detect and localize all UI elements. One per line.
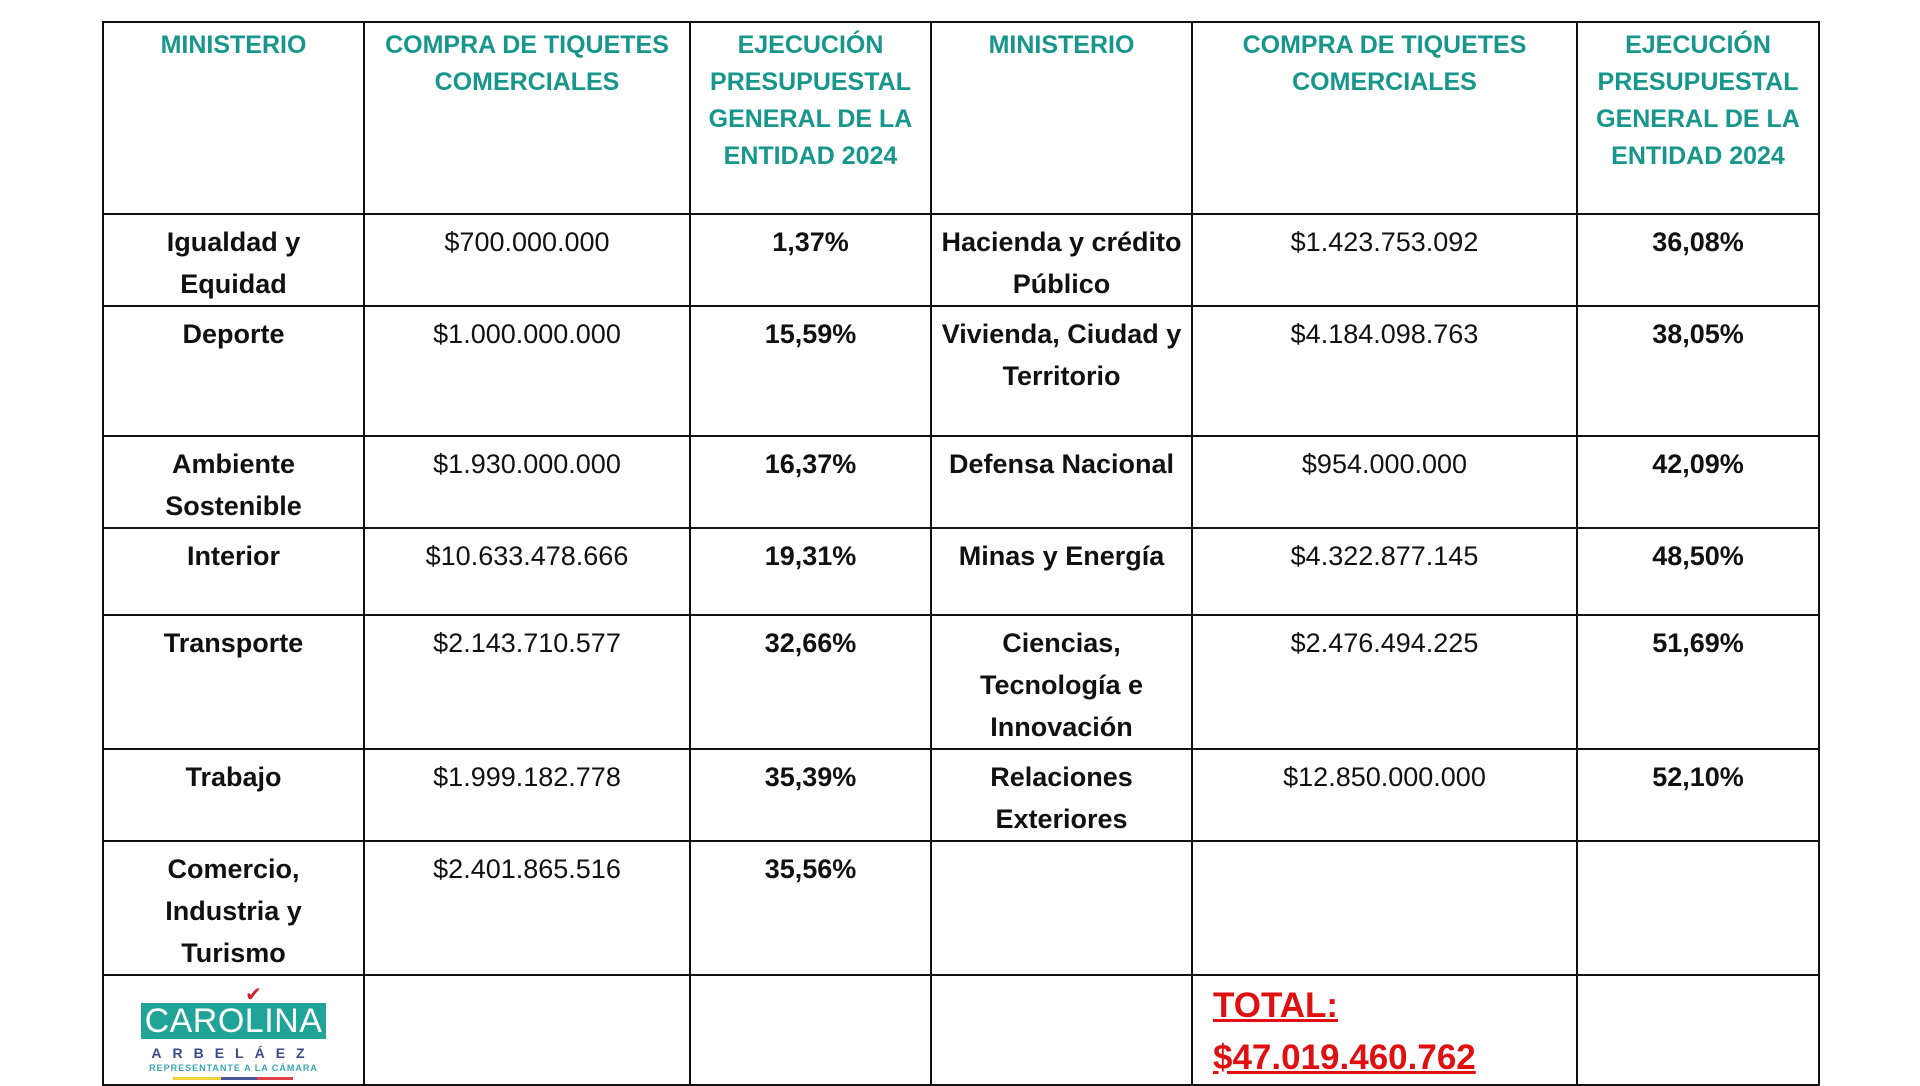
ministry-cell: Deporte [102,305,365,437]
amount-cell: $700.000.000 [363,213,691,307]
ministry-cell: Minas y Energía [930,527,1193,616]
table-row: Igualdad y Equidad $700.000.000 1,37% Hacie… [102,213,1820,307]
logo-surname: ARBELÁEZ [151,1045,316,1061]
budget-table: MINISTERIO COMPRA DE TIQUETES COMERCIALES… [102,21,1820,1086]
empty-cell [363,974,691,1086]
amount-cell [1191,840,1578,976]
amount-cell: $10.633.478.666 [363,527,691,616]
amount-cell: $2.401.865.516 [363,840,691,976]
empty-cell [1576,974,1820,1086]
amount-cell: $2.143.710.577 [363,614,691,750]
percentage-cell: 48,50% [1576,527,1820,616]
ministry-cell: Ambiente Sostenible [102,435,365,529]
footer-row: ✔ CAROLINA ARBELÁEZ REPRESENTANTE A LA C… [102,974,1820,1086]
ministry-cell: Vivienda, Ciudad y Territorio [930,305,1193,437]
amount-cell: $2.476.494.225 [1191,614,1578,750]
amount-cell: $12.850.000.000 [1191,748,1578,842]
percentage-cell: 42,09% [1576,435,1820,529]
total-cell: TOTAL: $47.019.460.762 [1191,974,1578,1086]
table-row: Transporte $2.143.710.577 32,66% Ciencias, … [102,614,1820,750]
percentage-cell: 35,39% [689,748,932,842]
table-row: Comercio, Industria y Turismo $2.401.865.… [102,840,1820,976]
checkmark-icon: ✔ [245,984,262,1006]
percentage-cell: 32,66% [689,614,932,750]
ministry-cell [930,840,1193,976]
percentage-cell: 19,31% [689,527,932,616]
total-value: $47.019.460.762 [1213,1038,1476,1077]
amount-cell: $1.999.182.778 [363,748,691,842]
ministry-cell: Hacienda y crédito Público [930,213,1193,307]
amount-cell: $1.930.000.000 [363,435,691,529]
ministry-cell: Interior [102,527,365,616]
empty-cell [689,974,932,1086]
carolina-arbelaez-logo: ✔ CAROLINA ARBELÁEZ REPRESENTANTE A LA C… [140,984,327,1080]
ministry-cell: Relaciones Exteriores [930,748,1193,842]
header-ticket-purchase-right: COMPRA DE TIQUETES COMERCIALES [1191,21,1578,215]
logo-cell: ✔ CAROLINA ARBELÁEZ REPRESENTANTE A LA C… [102,974,365,1086]
amount-cell: $1.000.000.000 [363,305,691,437]
empty-cell [930,974,1193,1086]
percentage-cell [1576,840,1820,976]
percentage-cell: 52,10% [1576,748,1820,842]
amount-cell: $954.000.000 [1191,435,1578,529]
table-row: Deporte $1.000.000.000 15,59% Vivienda, Ciu… [102,305,1820,437]
header-ministry-left: MINISTERIO [102,21,365,215]
table-row: Interior $10.633.478.666 19,31% Minas y Ene… [102,527,1820,616]
table-row: Trabajo $1.999.182.778 35,39% Relaciones Ex… [102,748,1820,842]
amount-cell: $1.423.753.092 [1191,213,1578,307]
amount-cell: $4.184.098.763 [1191,305,1578,437]
header-budget-execution-right: EJECUCIÓN PRESUPUESTAL GENERAL DE LA ENT… [1576,21,1820,215]
header-ticket-purchase-left: COMPRA DE TIQUETES COMERCIALES [363,21,691,215]
logo-subtitle: REPRESENTANTE A LA CÁMARA [149,1063,318,1073]
amount-cell: $4.322.877.145 [1191,527,1578,616]
percentage-cell: 16,37% [689,435,932,529]
percentage-cell: 15,59% [689,305,932,437]
ministry-cell: Comercio, Industria y Turismo [102,840,365,976]
header-budget-execution-left: EJECUCIÓN PRESUPUESTAL GENERAL DE LA ENT… [689,21,932,215]
percentage-cell: 51,69% [1576,614,1820,750]
ministry-cell: Transporte [102,614,365,750]
header-row: MINISTERIO COMPRA DE TIQUETES COMERCIALES… [102,21,1820,215]
total-label: TOTAL: [1213,986,1339,1025]
percentage-cell: 36,08% [1576,213,1820,307]
percentage-cell: 1,37% [689,213,932,307]
ministry-cell: Defensa Nacional [930,435,1193,529]
percentage-cell: 38,05% [1576,305,1820,437]
ministry-cell: Ciencias, Tecnología e Innovación [930,614,1193,750]
ministry-cell: Trabajo [102,748,365,842]
ministry-cell: Igualdad y Equidad [102,213,365,307]
header-ministry-right: MINISTERIO [930,21,1193,215]
percentage-cell: 35,56% [689,840,932,976]
logo-name: CAROLINA [140,1003,327,1039]
flag-stripe [173,1077,294,1080]
table-row: Ambiente Sostenible $1.930.000.000 16,37% D… [102,435,1820,529]
